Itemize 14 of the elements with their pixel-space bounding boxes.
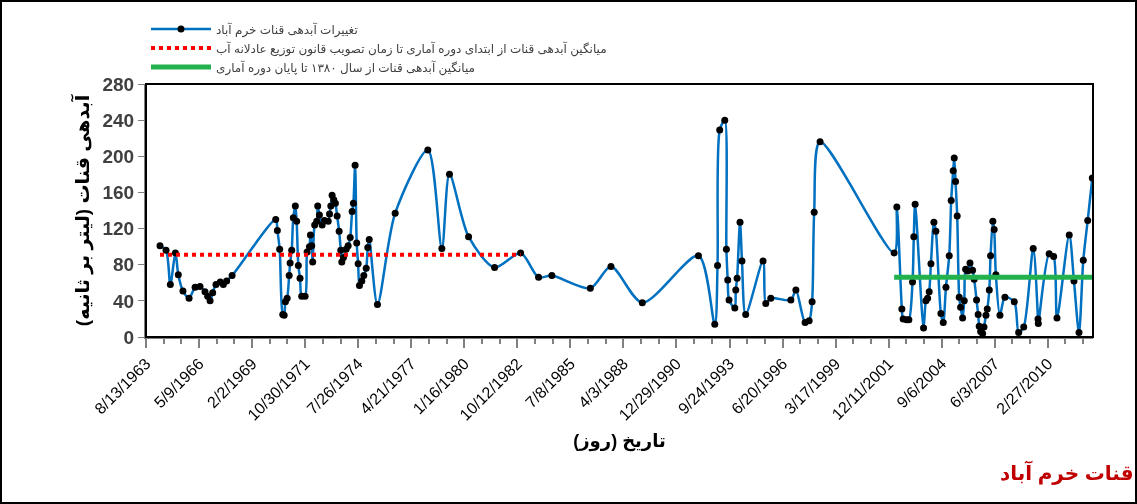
y-tick-label: 120 <box>102 218 135 240</box>
y-tick-label: 200 <box>102 145 135 167</box>
x-axis-title: تاریخ (روز) <box>573 431 666 453</box>
legend-label: تغییرات آبدهی قنات خرم آباد <box>216 21 358 38</box>
y-tick-label: 160 <box>102 182 135 204</box>
y-tick-label: 280 <box>102 73 135 95</box>
text: قنات خرم آباد <box>1000 460 1134 485</box>
y-tick-label: 80 <box>113 254 135 276</box>
y-tick-label: 240 <box>102 109 135 131</box>
y-axis-title: آبدهی قنات (لیتر بر ثانیه) <box>69 94 94 327</box>
y-tick-label: 0 <box>123 326 135 348</box>
legend-label: میانگین آبدهی قنات از سال ۱۳۸۰ تا پایان دوره آماری <box>216 59 476 76</box>
y-tick-label: 40 <box>113 290 135 312</box>
legend-label: میانگین آبدهی قنات از ابتدای دوره آماری تا زمان تصویب قانون توزیع عادلانه آب <box>216 40 607 57</box>
